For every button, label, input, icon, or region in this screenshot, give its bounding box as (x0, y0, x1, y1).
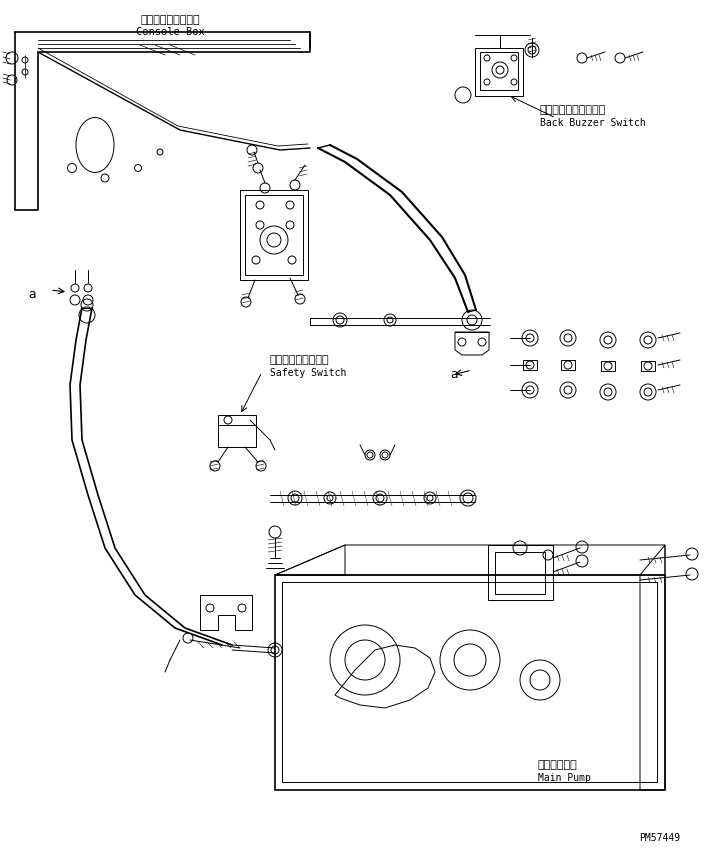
Bar (282, 582, 657, 782)
Bar (218, 415, 256, 447)
Text: Back Buzzer Switch: Back Buzzer Switch (540, 118, 646, 128)
Bar (561, 360, 575, 370)
Text: PM57449: PM57449 (639, 833, 680, 843)
Bar (245, 195, 303, 275)
Text: セーフティスイッチ: セーフティスイッチ (270, 355, 330, 365)
Bar (475, 48, 523, 96)
Bar (495, 552, 545, 594)
Bar (275, 575, 665, 790)
Bar (488, 545, 553, 600)
Text: メインポンプ: メインポンプ (538, 760, 578, 770)
Bar (641, 361, 655, 371)
Bar (240, 190, 308, 280)
Bar (601, 361, 615, 371)
Text: Safety Switch: Safety Switch (270, 368, 347, 378)
Text: Console Box: Console Box (135, 27, 204, 37)
Bar (523, 360, 537, 370)
Text: a: a (450, 368, 457, 381)
Text: コンソールボックス: コンソールボックス (140, 15, 200, 25)
Bar (480, 52, 518, 90)
Text: Main Pump: Main Pump (538, 773, 591, 783)
Text: バックブザースイッチ: バックブザースイッチ (540, 105, 606, 115)
Text: a: a (28, 288, 35, 301)
